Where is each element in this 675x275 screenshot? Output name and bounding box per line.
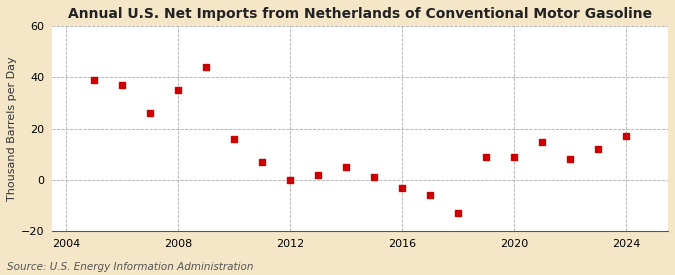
Point: [425, 193, 435, 197]
Point: [285, 178, 296, 182]
Point: [313, 173, 323, 177]
Point: [117, 83, 128, 87]
Point: [89, 78, 100, 82]
Point: [481, 155, 491, 159]
Point: [565, 157, 576, 162]
Point: [453, 211, 464, 215]
Point: [397, 185, 408, 190]
Point: [145, 111, 156, 116]
Point: [537, 139, 547, 144]
Point: [509, 155, 520, 159]
Point: [369, 175, 379, 180]
Point: [173, 88, 184, 92]
Point: [621, 134, 632, 139]
Point: [256, 160, 267, 164]
Y-axis label: Thousand Barrels per Day: Thousand Barrels per Day: [7, 56, 17, 201]
Point: [341, 165, 352, 169]
Point: [200, 65, 211, 70]
Title: Annual U.S. Net Imports from Netherlands of Conventional Motor Gasoline: Annual U.S. Net Imports from Netherlands…: [68, 7, 652, 21]
Text: Source: U.S. Energy Information Administration: Source: U.S. Energy Information Administ…: [7, 262, 253, 272]
Point: [593, 147, 603, 152]
Point: [229, 137, 240, 141]
